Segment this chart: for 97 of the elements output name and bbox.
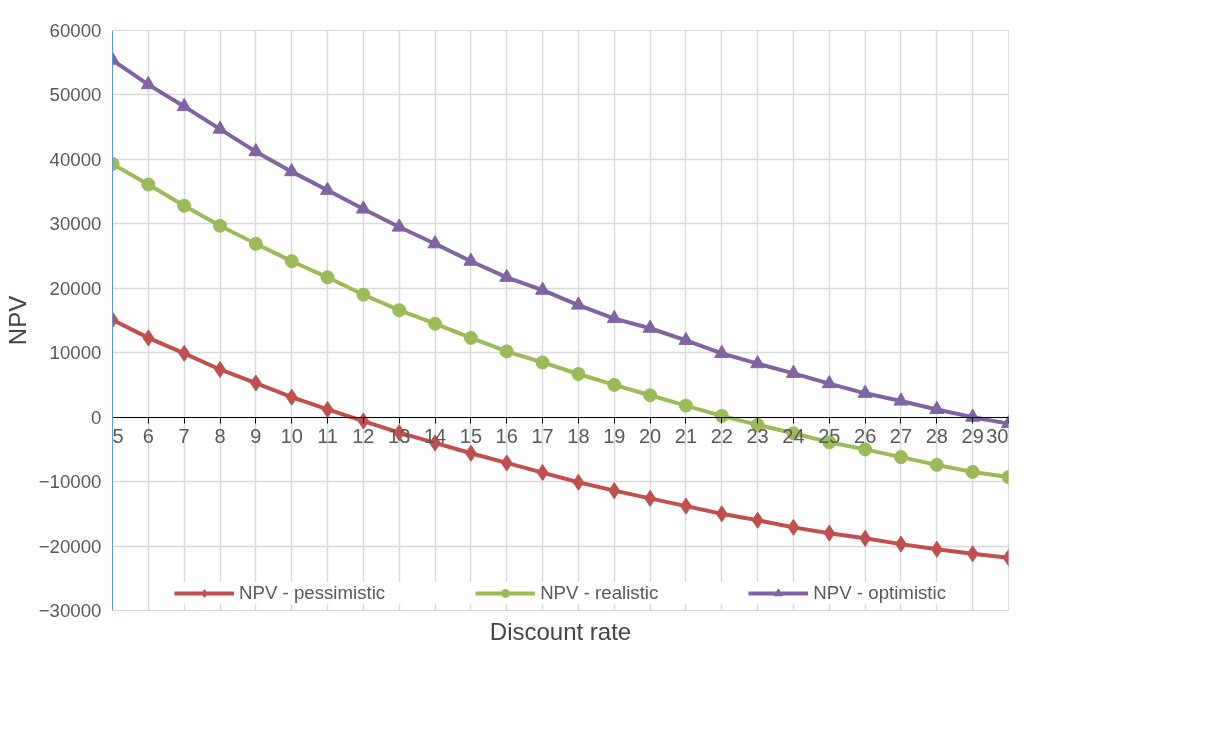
point <box>463 330 478 345</box>
point <box>142 329 155 347</box>
x-tick-label: 23 <box>746 425 769 448</box>
point <box>823 524 836 542</box>
x-tick-label: 12 <box>352 425 375 448</box>
point <box>500 454 513 472</box>
x-tick-label: 10 <box>280 425 303 448</box>
y-tick-label: 50000 <box>49 84 102 106</box>
point <box>391 218 407 232</box>
point <box>821 375 837 389</box>
point <box>213 218 228 233</box>
point <box>176 97 192 112</box>
legend-label: NPV - realistic <box>540 582 659 604</box>
x-tick-label: 8 <box>214 425 226 448</box>
x-tick-label: 26 <box>854 425 877 448</box>
point <box>893 450 908 465</box>
point <box>499 268 515 282</box>
x-tick-label: 22 <box>710 425 733 448</box>
point <box>715 505 728 523</box>
point <box>929 400 945 414</box>
legend-label: NPV - optimistic <box>813 582 947 604</box>
point <box>642 319 658 333</box>
point <box>321 400 334 418</box>
point <box>320 181 336 195</box>
point <box>607 377 622 392</box>
y-tick-label: 30000 <box>49 213 102 235</box>
x-tick-label: 11 <box>317 425 338 448</box>
point <box>608 482 621 500</box>
legend-label: NPV - pessimistic <box>238 582 386 604</box>
point <box>320 270 335 285</box>
x-tick-label: 7 <box>178 425 190 448</box>
point <box>714 408 729 423</box>
point <box>570 296 586 310</box>
point <box>893 392 909 406</box>
point <box>930 540 943 558</box>
x-tick-label: 9 <box>250 425 262 448</box>
point <box>212 120 228 134</box>
point <box>966 545 979 563</box>
point <box>751 511 764 529</box>
point <box>606 309 622 324</box>
point <box>177 198 192 213</box>
point <box>929 457 944 472</box>
point <box>787 518 800 536</box>
y-tick-label: 10000 <box>49 342 102 364</box>
point <box>499 344 514 359</box>
x-tick-label: 19 <box>603 425 626 448</box>
point <box>535 355 550 370</box>
point <box>285 388 298 406</box>
point <box>284 163 300 177</box>
x-axis-title: Discount rate <box>489 617 632 645</box>
point <box>750 355 766 369</box>
point <box>427 235 443 249</box>
point <box>284 254 299 269</box>
point <box>714 344 730 358</box>
point <box>678 331 694 346</box>
x-tick-label: 15 <box>459 425 483 448</box>
point <box>140 76 156 90</box>
x-tick-label: 18 <box>567 425 590 448</box>
y-tick-label: 0 <box>91 406 102 428</box>
x-tick-label: 16 <box>495 425 518 448</box>
y-axis-title: NPV <box>3 295 31 346</box>
x-tick-label: 27 <box>889 425 913 448</box>
point <box>535 281 551 295</box>
point <box>178 344 191 362</box>
x-tick-label: 28 <box>925 425 948 448</box>
y-tick-label: −20000 <box>38 535 102 557</box>
point <box>356 287 371 302</box>
point <box>643 388 658 403</box>
point <box>141 177 156 192</box>
point <box>858 442 873 457</box>
y-tick-label: 60000 <box>49 20 102 41</box>
x-tick-label: 20 <box>638 425 662 448</box>
point <box>965 408 981 422</box>
x-tick-label: 29 <box>961 425 984 448</box>
y-tick-label: 40000 <box>49 148 102 170</box>
point <box>857 384 873 398</box>
point <box>678 398 693 413</box>
point <box>248 143 264 157</box>
point <box>965 464 980 479</box>
x-tick-label: 6 <box>142 425 154 448</box>
y-tick-label: −30000 <box>38 600 102 621</box>
point <box>463 252 479 266</box>
point <box>392 303 407 318</box>
x-tick-label: 30 <box>986 425 1009 448</box>
point <box>785 364 801 378</box>
x-tick-label: 21 <box>674 425 698 448</box>
point <box>248 236 263 251</box>
y-tick-label: −10000 <box>38 471 102 493</box>
point <box>572 473 585 491</box>
x-tick-label: 17 <box>531 425 554 448</box>
point <box>355 200 371 214</box>
point <box>428 316 443 331</box>
x-tick-label: 5 <box>112 425 124 448</box>
point <box>571 367 586 381</box>
point <box>536 464 549 482</box>
y-tick-label: 20000 <box>49 277 102 299</box>
point <box>357 412 370 430</box>
